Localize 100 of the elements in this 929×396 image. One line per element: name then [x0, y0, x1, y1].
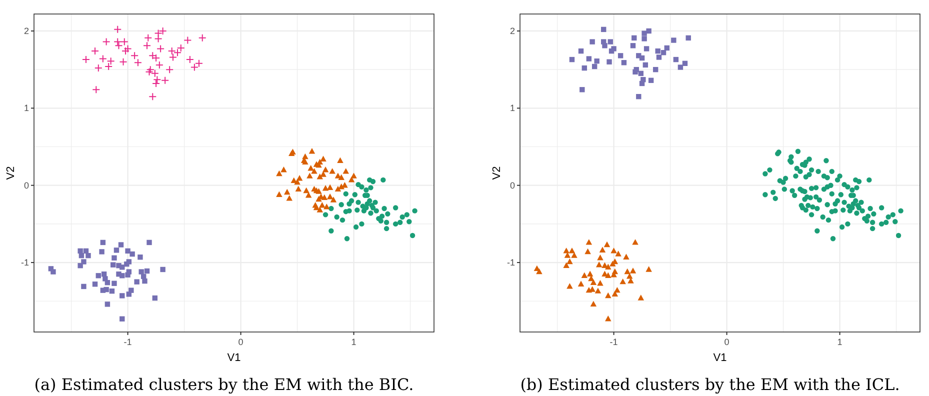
point [581, 272, 588, 278]
point [316, 206, 323, 212]
point [50, 269, 56, 274]
point [673, 56, 679, 62]
x-tick-label: -1 [610, 337, 618, 347]
point [154, 29, 162, 38]
point [671, 38, 676, 43]
point [138, 254, 143, 260]
point [359, 184, 364, 190]
point [660, 50, 666, 56]
point [404, 212, 410, 218]
point [648, 78, 654, 83]
point [356, 200, 361, 205]
point [614, 286, 620, 293]
point [112, 280, 117, 286]
point [612, 268, 618, 274]
point [114, 248, 120, 253]
point [646, 28, 652, 34]
point [198, 34, 206, 42]
point [154, 34, 162, 43]
point [605, 292, 612, 298]
point [104, 302, 110, 307]
point [306, 172, 313, 178]
y-tick-label: 2 [510, 26, 515, 36]
point [348, 176, 355, 182]
y-tick-label: -1 [506, 258, 515, 268]
point [308, 164, 314, 171]
point [392, 221, 398, 227]
point [160, 266, 166, 272]
point [96, 273, 102, 278]
point [605, 272, 612, 278]
point [612, 290, 618, 297]
point [644, 46, 650, 52]
point [597, 280, 604, 286]
point [621, 60, 627, 66]
point [639, 80, 645, 86]
point [578, 280, 584, 286]
point [602, 43, 608, 48]
point [168, 53, 177, 62]
point [626, 273, 633, 279]
point [118, 242, 124, 248]
point [156, 44, 165, 53]
point [564, 252, 571, 258]
point [161, 76, 170, 84]
point [120, 38, 128, 46]
point [166, 66, 174, 74]
point [639, 55, 645, 61]
point [378, 218, 384, 224]
point [586, 270, 594, 276]
point [184, 36, 192, 44]
text: (b) Estimated clusters by the EM with the ICL. [520, 375, 900, 394]
point [308, 148, 316, 154]
point [346, 201, 352, 206]
point [343, 191, 348, 196]
point [78, 248, 83, 254]
point [392, 205, 398, 210]
point [636, 94, 642, 100]
point [190, 63, 198, 72]
point [134, 58, 142, 67]
point [364, 187, 369, 193]
point [384, 226, 390, 232]
point [370, 205, 376, 210]
point [126, 259, 132, 264]
point [144, 34, 152, 42]
point [114, 42, 123, 50]
point [321, 194, 328, 200]
point [606, 59, 612, 64]
point [384, 220, 390, 225]
point [400, 214, 405, 220]
point [678, 64, 684, 70]
point [597, 254, 604, 260]
point [134, 279, 140, 284]
point [605, 316, 612, 322]
point [130, 251, 135, 257]
point [578, 48, 584, 54]
y-axis-title: V2 [491, 166, 503, 180]
point [623, 254, 630, 260]
point [81, 284, 86, 290]
point [599, 246, 606, 253]
y-axis-title: V2 [5, 166, 17, 180]
point [99, 249, 104, 254]
point [92, 86, 100, 94]
point [380, 177, 386, 183]
point [410, 232, 416, 238]
point [276, 170, 282, 176]
point [601, 26, 606, 32]
point [374, 208, 379, 214]
point [329, 168, 336, 174]
point [569, 56, 575, 62]
point [615, 250, 622, 256]
point [125, 248, 130, 254]
point [104, 280, 110, 286]
point [630, 268, 636, 274]
point [120, 293, 125, 298]
y-tick-label: 2 [24, 26, 29, 36]
point [124, 44, 132, 53]
x-tick-label: 0 [724, 337, 730, 347]
point [130, 52, 139, 60]
point [102, 38, 110, 46]
point [92, 282, 98, 287]
